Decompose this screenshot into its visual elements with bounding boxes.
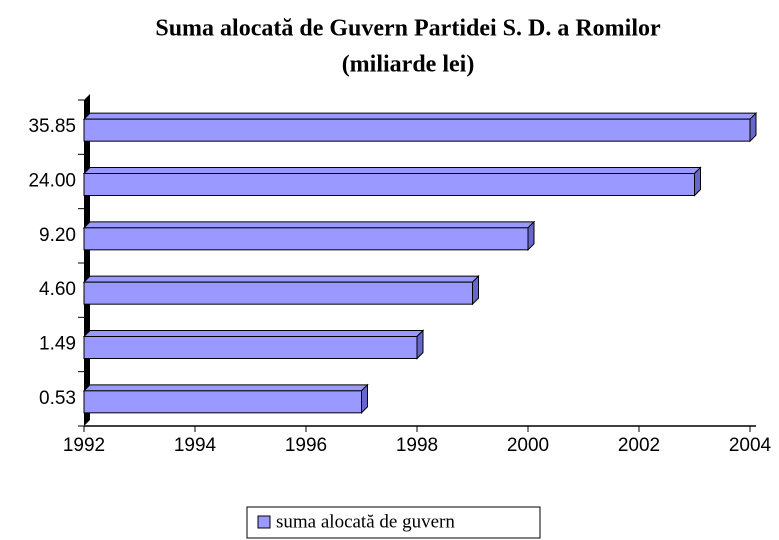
y-tick-label: 35.85 [28, 116, 76, 137]
x-tick-label: 1992 [63, 435, 105, 456]
x-tick-label: 1994 [174, 435, 217, 456]
chart-title: Suma alocată de Guvern Partidei S. D. a … [155, 16, 661, 42]
bar [83, 336, 418, 359]
bar-top [82, 221, 536, 229]
bar [83, 281, 473, 305]
bar [83, 118, 751, 142]
x-tick-label: 2000 [507, 435, 549, 456]
legend [246, 506, 541, 539]
bar-top [82, 330, 425, 337]
y-tick-label: 4.60 [39, 279, 76, 300]
x-tick-label: 2002 [618, 435, 660, 456]
chart-subtitle: (miliarde lei) [342, 52, 475, 78]
bar-top [82, 275, 480, 283]
bar [83, 227, 529, 251]
bar-top [82, 112, 758, 120]
x-tick-label: 2004 [729, 435, 772, 456]
x-tick-label: 1998 [396, 435, 438, 456]
y-tick-label: 24.00 [28, 171, 76, 192]
bar-top [82, 384, 369, 392]
x-tick-label: 1996 [285, 435, 327, 456]
legend-swatch [257, 515, 271, 529]
y-tick-label: 1.49 [39, 334, 76, 355]
bar-top [82, 167, 702, 174]
axis-wall [84, 94, 90, 426]
bar [83, 173, 695, 196]
bar [83, 390, 362, 414]
legend-label: suma alocată de guvern [276, 511, 455, 532]
y-tick-label: 0.53 [39, 388, 76, 409]
y-tick-label: 9.20 [39, 225, 76, 246]
